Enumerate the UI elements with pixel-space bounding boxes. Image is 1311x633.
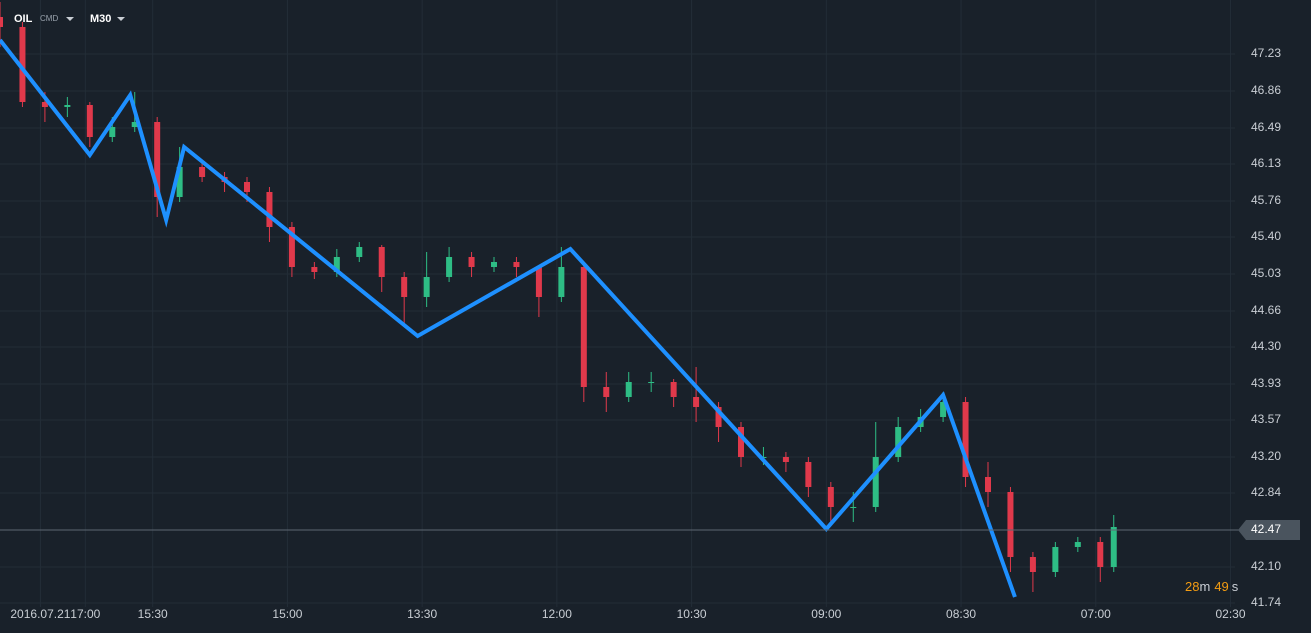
candle-body xyxy=(468,257,475,267)
x-tick-label: 10:30 xyxy=(677,607,707,621)
candle-body xyxy=(535,267,542,297)
candle-body xyxy=(895,427,902,457)
x-tick-label: 12:00 xyxy=(542,607,572,621)
candle-body xyxy=(985,477,991,492)
y-tick-label: 43.93 xyxy=(1251,376,1281,390)
y-tick-label: 43.57 xyxy=(1251,412,1281,426)
candle-body xyxy=(805,462,812,487)
x-tick-label: 2016.07.21 xyxy=(10,607,70,621)
candle-body xyxy=(199,167,206,177)
zigzag-line xyxy=(0,38,1017,598)
candle-body xyxy=(176,167,183,197)
candle-body xyxy=(782,457,789,462)
x-tick-label: 07:00 xyxy=(1081,607,1111,621)
candle-body xyxy=(131,122,138,127)
candle-body xyxy=(154,122,161,197)
candle-body xyxy=(962,402,969,477)
candle-body xyxy=(940,402,947,417)
timeframe[interactable]: M30 xyxy=(90,13,111,25)
y-tick-label: 41.74 xyxy=(1251,595,1281,609)
candle-body xyxy=(266,192,273,227)
candle-body xyxy=(738,427,744,457)
dropdown-arrow[interactable] xyxy=(117,17,125,21)
candle-body xyxy=(64,105,71,107)
marks xyxy=(0,2,1117,598)
candle-body xyxy=(715,407,722,427)
x-tick-label: 15:30 xyxy=(138,607,168,621)
candle-body xyxy=(1029,557,1036,572)
y-tick-label: 42.84 xyxy=(1251,485,1281,499)
candle-body xyxy=(109,127,116,137)
overlay: 47.23 46.86 46.49 46.13 45.76 45.40 45.03 44.66… xyxy=(0,46,1300,621)
y-tick-label: 47.23 xyxy=(1251,46,1281,60)
candle-body xyxy=(1007,492,1014,557)
candle-body xyxy=(872,457,879,507)
candle-body xyxy=(1097,542,1104,567)
candle-body xyxy=(558,267,565,297)
last-price-label: 42.47 xyxy=(1251,522,1281,536)
candle-body xyxy=(625,382,632,397)
y-tick-label: 45.40 xyxy=(1251,229,1281,243)
y-tick-label: 45.76 xyxy=(1251,193,1281,207)
candle-body xyxy=(244,182,250,192)
candle-body xyxy=(288,227,295,267)
candle-body xyxy=(333,257,340,272)
candle-body xyxy=(311,267,318,272)
timer-part: 28 xyxy=(1185,579,1199,594)
candle-body xyxy=(378,247,385,277)
y-tick-label: 46.86 xyxy=(1251,83,1281,97)
candle-body xyxy=(1110,527,1117,567)
grid xyxy=(0,0,1235,607)
y-tick-label: 43.20 xyxy=(1251,449,1281,463)
y-tick-label: 46.13 xyxy=(1251,156,1281,170)
candle-body xyxy=(41,102,48,107)
last-price-box xyxy=(1238,520,1300,540)
y-tick-label: 44.30 xyxy=(1251,339,1281,353)
timer-part: 49 xyxy=(1214,579,1228,594)
candle-body xyxy=(356,247,363,257)
symbol-kind[interactable]: CMD xyxy=(40,14,58,23)
candle-body xyxy=(580,267,587,387)
x-tick-label: 02:30 xyxy=(1215,607,1245,621)
y-tick-label: 46.49 xyxy=(1251,120,1281,134)
timer: 28m 49 s xyxy=(1185,579,1239,594)
candle-body xyxy=(0,17,3,27)
timer-part: m xyxy=(1199,579,1210,594)
candle-body xyxy=(446,257,453,277)
x-tick-label: 08:30 xyxy=(946,607,976,621)
candle-body xyxy=(491,262,497,267)
timer-part: s xyxy=(1232,579,1239,594)
y-tick-label: 45.03 xyxy=(1251,266,1281,280)
x-tick-label: 09:00 xyxy=(811,607,841,621)
candle-body xyxy=(513,262,520,267)
candle-body xyxy=(423,277,430,297)
symbol[interactable]: OIL xyxy=(14,13,33,25)
candle-body xyxy=(1074,542,1081,547)
candle-body xyxy=(19,27,26,102)
y-tick-label: 42.10 xyxy=(1251,559,1281,573)
candle-body xyxy=(1052,547,1059,572)
x-tick-label: 13:30 xyxy=(407,607,437,621)
candle-body xyxy=(850,507,857,508)
dropdown-arrow[interactable] xyxy=(66,17,74,21)
candle-body xyxy=(648,382,655,383)
y-tick-label: 44.66 xyxy=(1251,303,1281,317)
x-tick-label: 17:00 xyxy=(70,607,100,621)
x-tick-label: 15:00 xyxy=(272,607,302,621)
candle-body xyxy=(401,277,408,297)
candle-body xyxy=(670,382,677,397)
candle-body xyxy=(603,387,610,397)
candle-body xyxy=(693,397,700,407)
candle-body xyxy=(827,487,834,507)
candle-body xyxy=(86,105,93,137)
